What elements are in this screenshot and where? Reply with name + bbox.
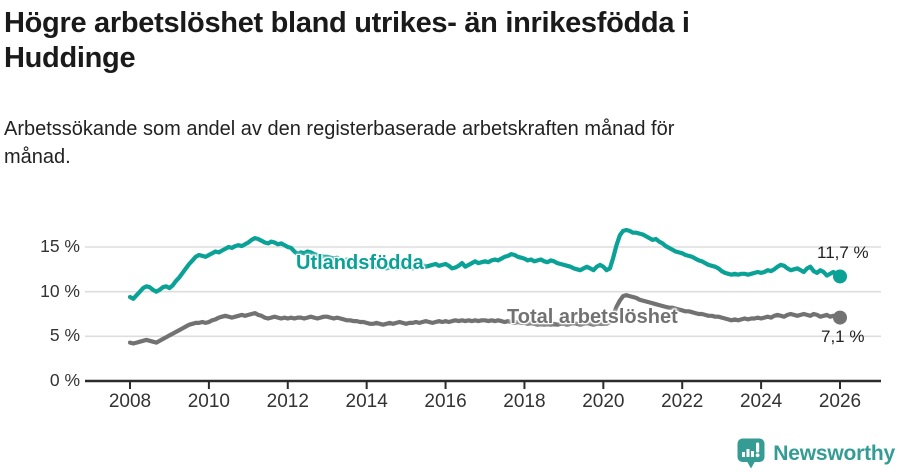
end-value-label-total: 7,1 %	[821, 327, 865, 346]
page-subtitle-line2: månad.	[4, 146, 71, 168]
newsworthy-bubble-chart-icon	[737, 438, 765, 469]
series-label-total-arbetsloshet: Total arbetslöshet	[507, 306, 678, 328]
y-tick-label: 5 %	[49, 325, 80, 346]
x-tick-label: 2022	[661, 391, 704, 412]
end-value-label-utlandsfodda: 11,7 %	[817, 243, 869, 262]
series-end-dot-0	[833, 269, 847, 284]
x-tick-label: 2012	[266, 391, 309, 412]
newsworthy-wordmark: Newsworthy	[773, 441, 895, 465]
y-tick-label: 10 %	[40, 280, 80, 301]
x-tick-label: 2018	[503, 391, 546, 412]
series-line-0	[127, 227, 843, 301]
series-end-dot-1	[833, 310, 847, 325]
page-title-line1: Högre arbetslöshet bland utrikes- än inr…	[4, 7, 690, 39]
x-tick-label: 2024	[739, 391, 783, 412]
x-tick-label: 2016	[424, 391, 467, 412]
x-tick-label: 2020	[582, 391, 625, 412]
page-subtitle-line1: Arbetssökande som andel av den registerb…	[4, 118, 675, 140]
series-line-1	[127, 293, 843, 346]
page-subtitle: Arbetssökande som andel av den registerb…	[4, 115, 849, 171]
x-tick-label: 2014	[345, 391, 388, 412]
page-title: Högre arbetslöshet bland utrikes- än inr…	[4, 6, 849, 76]
x-tick-label: 2008	[108, 391, 152, 412]
page-title-line2: Huddinge	[4, 42, 136, 74]
newsworthy-logo-link[interactable]: Newsworthy	[737, 438, 895, 469]
x-tick-label: 2010	[187, 391, 231, 412]
y-tick-label: 0 %	[49, 370, 80, 390]
y-tick-label: 15 %	[40, 236, 80, 256]
series-label-utlandsfodda: Utlandsfödda	[296, 252, 424, 274]
x-tick-label: 2026	[818, 391, 862, 412]
